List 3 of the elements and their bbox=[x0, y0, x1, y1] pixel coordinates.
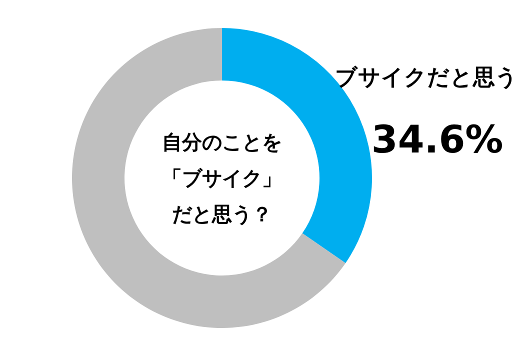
data-label: 34.6% bbox=[371, 117, 504, 162]
slice-label: ブサイクだと思う bbox=[334, 65, 518, 90]
text: 自分のことを「ブサイク」だと思う？ bbox=[162, 130, 282, 226]
